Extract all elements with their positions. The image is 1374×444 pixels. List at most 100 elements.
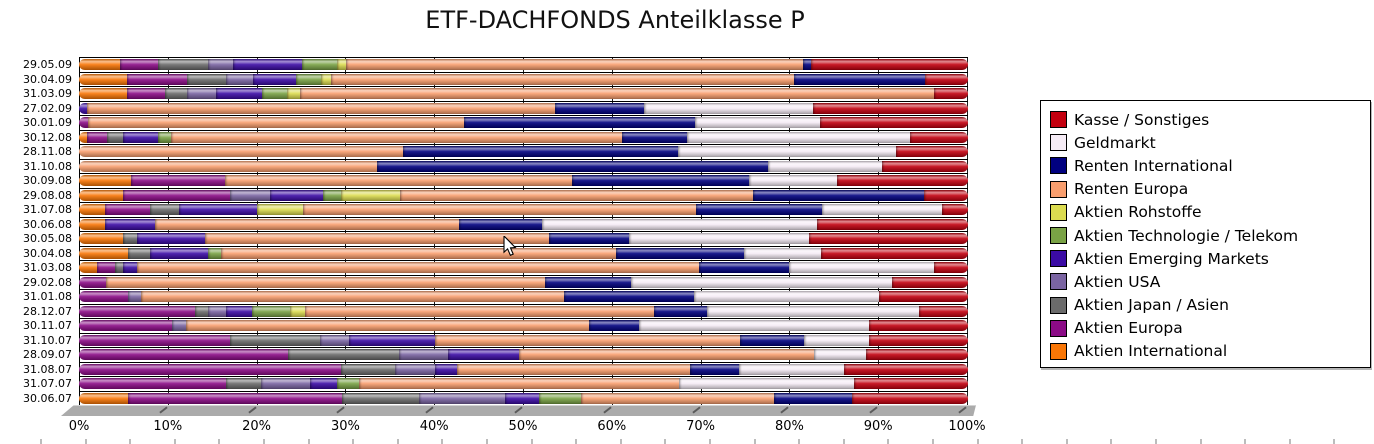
bar-segment <box>743 247 822 259</box>
bar-segment <box>549 233 630 245</box>
bar-segment <box>186 88 216 100</box>
bar-segment <box>331 73 794 85</box>
bar-segment <box>96 262 115 274</box>
y-axis-label: 28.11.08 <box>23 145 72 159</box>
bar-segment <box>554 102 644 114</box>
y-axis-label: 30.06.07 <box>23 391 72 405</box>
bar-segment <box>253 73 296 85</box>
legend-label: Aktien Europa <box>1074 319 1183 338</box>
bar-segment <box>87 117 464 129</box>
bar-segment <box>79 320 173 332</box>
row-guide-line <box>79 274 968 276</box>
y-axis-label: 31.07.08 <box>23 203 72 217</box>
bar-segment <box>622 131 688 143</box>
bar-segment <box>934 88 968 100</box>
bar-segment <box>924 189 968 201</box>
bar-segment <box>79 392 128 404</box>
bar-segment <box>814 349 866 361</box>
bar-segment <box>519 349 815 361</box>
bar-segment <box>79 102 87 114</box>
bar-segment <box>434 334 740 346</box>
x-axis-label: 60% <box>597 419 627 434</box>
bar-row <box>79 233 968 245</box>
bar-segment <box>150 247 208 259</box>
bar-segment <box>323 189 342 201</box>
y-axis-label: 30.11.07 <box>23 319 72 333</box>
x-axis-label: 50% <box>508 419 538 434</box>
y-axis-label: 28.12.07 <box>23 304 72 318</box>
bar-segment <box>127 392 343 404</box>
y-axis-label: 31.01.08 <box>23 290 72 304</box>
bar-segment <box>793 73 926 85</box>
bar-segment <box>302 59 337 70</box>
bar-segment <box>215 88 263 100</box>
bottom-ruler-tick <box>753 439 756 444</box>
bottom-ruler-tick <box>842 439 845 444</box>
bar-segment <box>123 189 231 201</box>
legend-swatch <box>1050 111 1067 129</box>
bar-segment <box>114 262 124 274</box>
bar-segment <box>79 334 231 346</box>
bar-row <box>79 291 968 303</box>
bar-segment <box>79 363 342 375</box>
x-axis-label: 100% <box>948 419 986 434</box>
row-guide-line <box>79 86 968 88</box>
bar-segment <box>185 320 590 332</box>
bar-segment <box>336 59 346 70</box>
legend-swatch <box>1050 157 1067 175</box>
y-axis-label: 30.12.08 <box>23 130 72 144</box>
bar-segment <box>224 175 573 187</box>
x-axis-label: 20% <box>242 419 272 434</box>
bar-segment <box>79 204 105 216</box>
bar-segment <box>767 160 882 172</box>
bar-segment <box>300 88 935 100</box>
bar-segment <box>170 131 623 143</box>
bar-segment <box>87 102 555 114</box>
bottom-ruler-tick <box>352 439 355 444</box>
row-guide-line <box>79 129 968 131</box>
bar-segment <box>679 378 855 390</box>
bar-row <box>79 392 968 404</box>
row-guide-line <box>79 57 968 58</box>
legend-label: Renten Europa <box>1074 180 1189 199</box>
bar-segment <box>342 392 420 404</box>
legend-item: Kasse / Sonstiges <box>1050 108 1370 131</box>
y-axis-label: 31.03.09 <box>23 87 72 101</box>
bar-segment <box>127 88 166 100</box>
bottom-ruler-tick <box>84 439 87 444</box>
bar-segment <box>127 291 142 303</box>
bottom-ruler-tick <box>1021 439 1024 444</box>
bar-segment <box>79 160 377 172</box>
row-guide-line <box>79 216 968 218</box>
bar-segment <box>262 88 287 100</box>
x-axis-label: 10% <box>153 419 183 434</box>
bottom-ruler-tick <box>218 439 221 444</box>
bar-segment <box>165 88 187 100</box>
bar-segment <box>194 305 208 317</box>
bottom-ruler-tick <box>976 439 979 444</box>
y-axis-label: 29.05.09 <box>23 58 72 71</box>
y-axis-label: 30.09.08 <box>23 174 72 188</box>
x-axis-label: 80% <box>774 419 804 434</box>
bar-segment <box>822 204 943 216</box>
bar-segment <box>706 305 920 317</box>
bar-segment <box>319 334 350 346</box>
bar-segment <box>629 233 809 245</box>
bar-segment <box>232 59 303 70</box>
row-guide-line <box>79 260 968 262</box>
bar-segment <box>456 363 690 375</box>
row-guide-line <box>79 231 968 233</box>
bar-segment <box>270 189 324 201</box>
bar-row <box>79 349 968 361</box>
bar-segment <box>811 59 968 70</box>
y-axis-label: 30.04.09 <box>23 72 72 86</box>
bar-segment <box>287 349 400 361</box>
bar-segment <box>136 262 700 274</box>
bar-segment <box>803 59 812 70</box>
bottom-ruler-tick <box>486 439 488 444</box>
bar-segment <box>79 378 226 390</box>
bar-segment <box>79 305 195 317</box>
bar-segment <box>87 131 107 143</box>
bar-row <box>79 247 968 259</box>
y-axis-label: 31.10.07 <box>23 333 72 347</box>
